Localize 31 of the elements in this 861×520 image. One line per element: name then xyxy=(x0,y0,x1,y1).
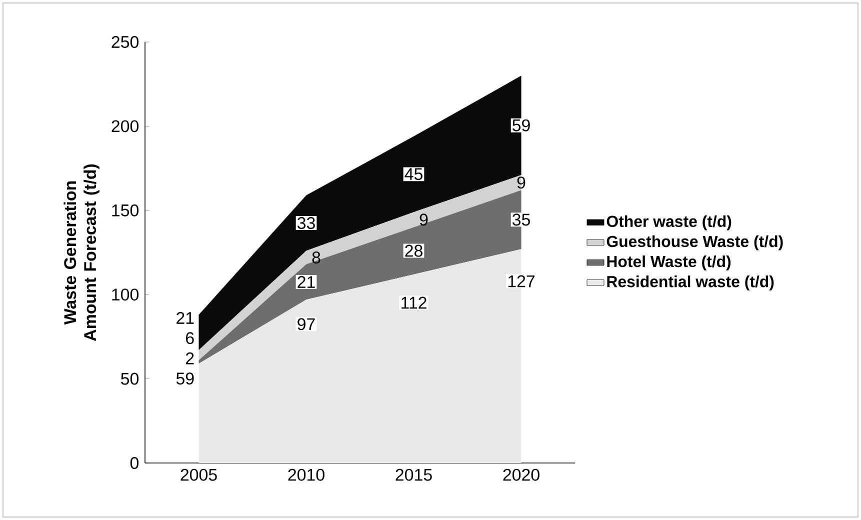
data-label: 21 xyxy=(176,312,194,324)
data-label: 112 xyxy=(402,296,426,309)
data-label: 9 xyxy=(517,176,526,189)
legend-label: Guesthouse Waste (t/d) xyxy=(606,235,783,250)
x-tick-label: 2005 xyxy=(180,468,217,481)
x-tick-label: 2015 xyxy=(396,468,432,481)
legend-label: Other waste (t/d) xyxy=(606,215,732,230)
data-label: 9 xyxy=(420,214,428,226)
y-axis-title: Waste Generation Amount Forecast (t/d) xyxy=(64,164,100,341)
data-label: 33 xyxy=(297,217,315,230)
data-label: 2 xyxy=(186,352,194,364)
data-label: 45 xyxy=(404,168,422,180)
x-tick-label: 2010 xyxy=(288,468,324,481)
y-tick-label: 200 xyxy=(112,120,139,132)
data-label: 21 xyxy=(298,276,315,288)
data-label: 6 xyxy=(186,332,194,344)
y-tick-label: 250 xyxy=(112,36,139,48)
data-label: 28 xyxy=(405,244,422,257)
data-label: 59 xyxy=(176,372,194,385)
x-tick-label: 2020 xyxy=(503,468,540,481)
data-label: 127 xyxy=(508,275,535,288)
legend-label: Hotel Waste (t/d) xyxy=(607,255,731,270)
y-tick-label: 50 xyxy=(121,372,139,385)
legend-label: Residential waste (t/d) xyxy=(607,276,774,290)
y-tick-label: 150 xyxy=(112,204,139,216)
y-tick-label: 0 xyxy=(130,456,139,469)
data-label: 97 xyxy=(298,318,315,330)
data-label: 35 xyxy=(512,214,530,226)
data-label: 8 xyxy=(312,252,320,264)
y-tick-label: 100 xyxy=(112,288,139,301)
data-label: 59 xyxy=(512,119,530,132)
